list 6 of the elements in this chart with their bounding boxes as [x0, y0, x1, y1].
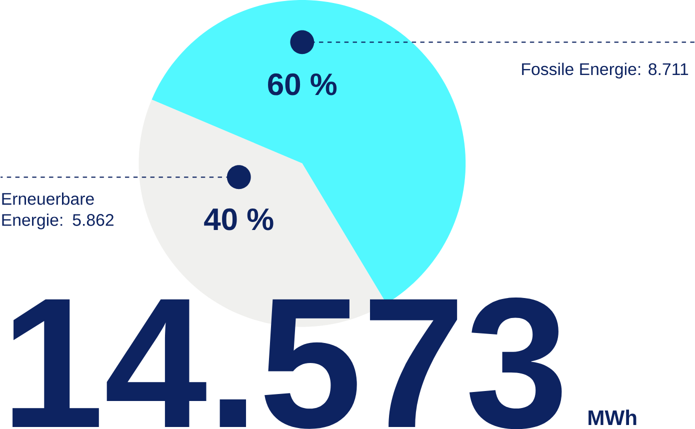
text: MWh: [588, 410, 636, 425]
data-label: 60 %: [268, 73, 337, 96]
slice-label: Erneuerbare Energie: 5.862: [2, 192, 114, 230]
slice-label: Fossile Energie: 8.711: [522, 62, 688, 78]
text: 14.573: [12, 297, 562, 429]
data-label: 40 %: [204, 208, 274, 230]
